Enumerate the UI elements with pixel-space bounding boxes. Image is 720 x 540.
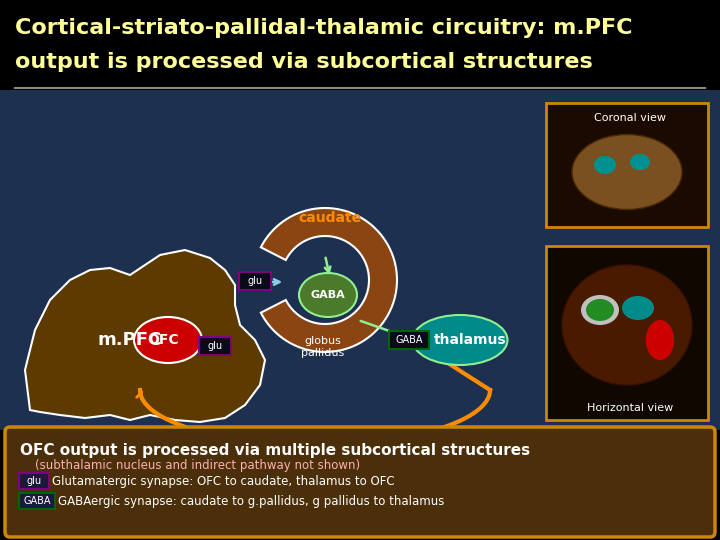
Text: GABA: GABA (395, 335, 423, 345)
Text: GABAergic synapse: caudate to g.pallidus, g pallidus to thalamus: GABAergic synapse: caudate to g.pallidus… (58, 495, 444, 508)
Text: OFC: OFC (147, 333, 179, 347)
Text: glu: glu (248, 276, 263, 286)
Text: thalamus: thalamus (433, 333, 506, 347)
Polygon shape (25, 250, 265, 422)
Ellipse shape (646, 320, 674, 360)
Ellipse shape (134, 317, 202, 363)
FancyBboxPatch shape (19, 493, 55, 509)
Text: GABA: GABA (23, 496, 50, 506)
FancyBboxPatch shape (546, 103, 708, 227)
Ellipse shape (413, 315, 508, 365)
FancyBboxPatch shape (239, 272, 271, 290)
Ellipse shape (581, 295, 619, 325)
Text: output is processed via subcortical structures: output is processed via subcortical stru… (15, 52, 593, 72)
Ellipse shape (572, 134, 682, 210)
Text: OFC output is processed via multiple subcortical structures: OFC output is processed via multiple sub… (20, 442, 530, 457)
FancyBboxPatch shape (5, 427, 715, 537)
Text: GABA: GABA (310, 290, 346, 300)
Text: glu: glu (207, 341, 222, 351)
Ellipse shape (630, 154, 650, 170)
Ellipse shape (622, 296, 654, 320)
Ellipse shape (594, 156, 616, 174)
FancyBboxPatch shape (546, 246, 708, 420)
Text: Glutamatergic synapse: OFC to caudate, thalamus to OFC: Glutamatergic synapse: OFC to caudate, t… (52, 475, 395, 488)
Text: (subthalamic nucleus and indirect pathway not shown): (subthalamic nucleus and indirect pathwa… (20, 460, 360, 472)
Text: glu: glu (27, 476, 42, 486)
Polygon shape (261, 208, 397, 352)
Bar (0, 90, 720, 430)
FancyBboxPatch shape (389, 331, 429, 349)
Text: Cortical-striato-pallidal-thalamic circuitry: m.PFC: Cortical-striato-pallidal-thalamic circu… (15, 18, 632, 38)
Ellipse shape (562, 265, 692, 385)
Text: m.PFC: m.PFC (98, 331, 162, 349)
Ellipse shape (586, 299, 614, 321)
Bar (0, 0, 720, 90)
FancyBboxPatch shape (199, 337, 231, 355)
Text: Horizontal view: Horizontal view (587, 403, 673, 413)
Text: Coronal view: Coronal view (594, 113, 666, 123)
Ellipse shape (299, 273, 357, 317)
Text: globus
pallidus: globus pallidus (302, 336, 345, 358)
Text: caudate: caudate (298, 211, 361, 225)
FancyBboxPatch shape (19, 473, 49, 489)
